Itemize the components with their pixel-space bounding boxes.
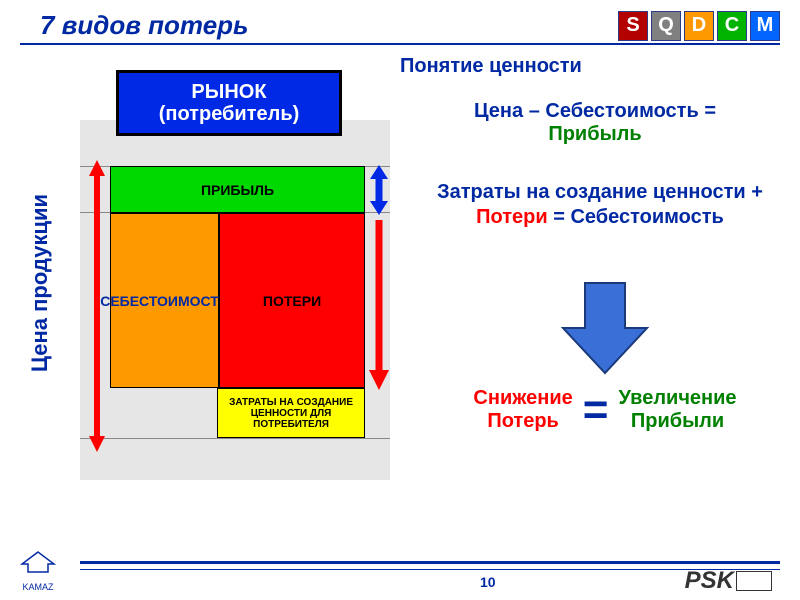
page-title: 7 видов потерь (40, 10, 248, 41)
formula-price-text: Цена (474, 100, 523, 122)
reduce-loss-text: СнижениеПотерь (473, 387, 572, 433)
sqdcm-badges: SQDCM (618, 11, 780, 41)
y-axis-label: Цена продукции (27, 183, 53, 383)
footer-line-thin (80, 569, 780, 570)
profit-block: ПРИБЫЛЬ (110, 166, 365, 213)
sqdcm-d: D (684, 11, 714, 41)
increase-profit-text: УвеличениеПрибыли (618, 387, 736, 433)
loss-block: ПОТЕРИ (219, 213, 365, 388)
psk-box-icon (736, 571, 772, 591)
psk-badge: PSK (685, 567, 772, 595)
price-range-arrow (86, 160, 110, 460)
cost-stack: ПРИБЫЛЬ СЕБЕСТОИМОСТЬ ПОТЕРИ ЗАТРАТЫ НА … (110, 166, 365, 438)
equals-icon: = (583, 385, 609, 435)
title-underline (20, 43, 780, 45)
track-line (80, 438, 390, 439)
big-down-arrow-icon (555, 278, 655, 378)
profit-arrow (368, 165, 392, 215)
formula-cost: Затраты на создание ценности + Потери = … (420, 180, 780, 230)
formula-profit-text: Прибыль (548, 123, 641, 145)
sqdcm-c: C (717, 11, 747, 41)
kamaz-logo: KAMAZ (20, 550, 56, 592)
formula-price: Цена – Себестоимость = Прибыль (420, 100, 770, 146)
loss-arrow-down (368, 220, 392, 390)
sqdcm-q: Q (651, 11, 681, 41)
market-box: РЫНОК(потребитель) (116, 70, 342, 136)
sqdcm-m: M (750, 11, 780, 41)
conclusion: СнижениеПотерь = УвеличениеПрибыли (420, 385, 790, 435)
footer-line (80, 561, 780, 564)
subtitle: Понятие ценности (400, 55, 582, 78)
cost-block: СЕБЕСТОИМОСТЬ (110, 213, 219, 388)
page-number: 10 (480, 574, 496, 590)
value-block: ЗАТРАТЫ НА СОЗДАНИЕ ЦЕННОСТИ ДЛЯ ПОТРЕБИ… (217, 388, 365, 438)
sqdcm-s: S (618, 11, 648, 41)
